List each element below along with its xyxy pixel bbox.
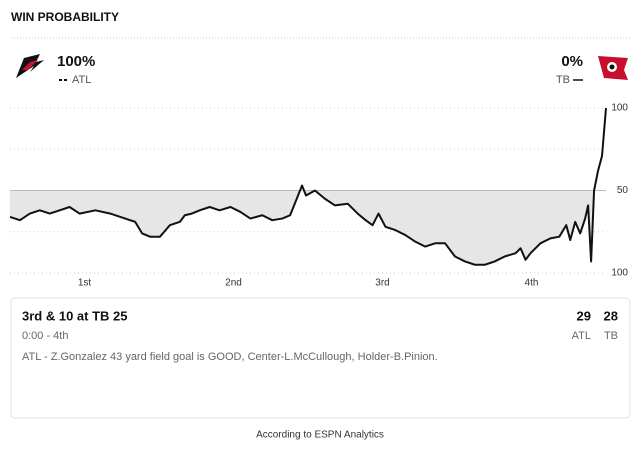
team-probability: 0%: [561, 53, 583, 70]
x-tick-label: 3rd: [375, 278, 389, 289]
title: WIN PROBABILITY: [11, 10, 119, 24]
play-description: ATL - Z.Gonzalez 43 yard field goal is G…: [22, 351, 438, 363]
footer: According to ESPN Analytics: [256, 430, 384, 441]
team-abbr: TB: [556, 74, 570, 86]
play-situation: 3rd & 10 at TB 25: [22, 308, 128, 323]
score-team: ATL: [572, 330, 591, 342]
team-abbr: ATL: [72, 74, 91, 86]
score: 28: [604, 308, 618, 323]
atl-logo: [16, 54, 44, 78]
x-tick-label: 2nd: [225, 278, 242, 289]
play-clock: 0:00 - 4th: [22, 330, 68, 342]
tb-logo: [598, 56, 628, 80]
score-team: TB: [604, 330, 618, 342]
y-tick-label: 100: [611, 103, 628, 114]
y-tick-label: 50: [617, 185, 629, 196]
x-tick-label: 1st: [78, 278, 92, 289]
y-tick-label: 100: [611, 268, 628, 279]
win-probability-line: [9, 107, 607, 266]
play-card: [10, 297, 631, 419]
score: 29: [577, 308, 591, 323]
plot-area: 100 50 100 1st 2nd 3rd 4th: [9, 103, 629, 289]
x-tick-label: 4th: [525, 278, 539, 289]
area: [10, 190, 606, 265]
team-probability: 100%: [57, 53, 95, 70]
